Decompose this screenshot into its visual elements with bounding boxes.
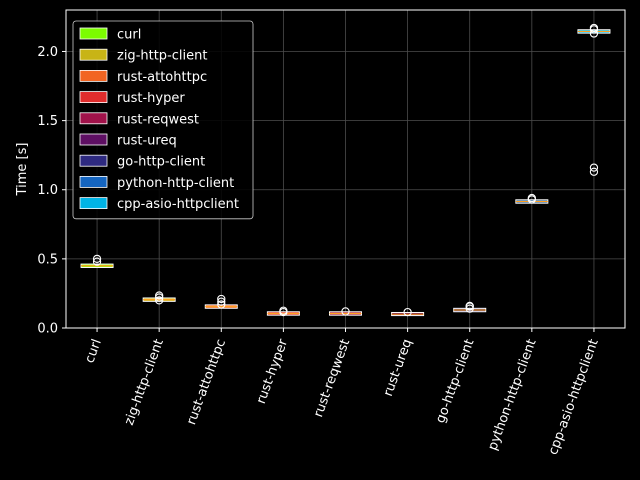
legend-label: cpp-asio-httpclient [117, 197, 239, 212]
outlier-point [155, 296, 164, 305]
legend-swatch [79, 175, 108, 188]
box-zig-http-client [142, 291, 176, 305]
box-python-http-client [515, 193, 549, 204]
outlier-point [155, 293, 164, 302]
legend-swatch [79, 154, 108, 167]
outlier-point [589, 23, 599, 33]
legend-label: python-http-client [117, 176, 234, 191]
y-tick-label: 0.0 [37, 322, 58, 337]
outlier-point [92, 254, 102, 264]
box-go-http-client [453, 301, 487, 313]
box-rust-reqwest [329, 307, 362, 316]
y-tick-label: 1.5 [37, 114, 58, 129]
outlier-point [589, 167, 599, 176]
legend-swatch [79, 70, 108, 82]
box-rust-attohttpc [204, 294, 238, 309]
legend-frame [72, 20, 254, 220]
legend-label: go-http-client [117, 155, 205, 170]
y-axis-title: Time [s] [15, 143, 30, 197]
outlier-point [155, 291, 164, 300]
legend-label: zig-http-client [117, 49, 207, 64]
legend-swatch [79, 133, 108, 146]
outlier-point [465, 301, 474, 311]
legend-label: curl [117, 28, 141, 43]
outlier-point [279, 306, 288, 315]
box-rust-ureq [391, 307, 425, 317]
outlier-point [403, 307, 412, 317]
legend-swatch [79, 112, 108, 125]
legend-label: rust-attohttpc [117, 70, 207, 85]
outlier-point [341, 307, 350, 316]
outlier-point [217, 297, 226, 306]
y-axis-ticks: 0.0 0.5 1.0 1.5 2.0 [37, 45, 66, 337]
y-tick-label: 1.0 [37, 183, 58, 198]
outlier-point [589, 29, 599, 38]
outlier-point [527, 193, 536, 203]
legend-label: rust-hyper [117, 91, 185, 106]
y-tick-label: 2.0 [37, 45, 58, 60]
legend-swatch [79, 48, 108, 61]
box-curl [80, 254, 114, 268]
boxes [80, 23, 611, 317]
legend-swatch [79, 197, 108, 210]
outlier-point [92, 257, 102, 266]
legend-swatch [79, 27, 108, 40]
y-tick-label: 0.5 [37, 252, 58, 267]
box-rust-hyper [266, 306, 300, 317]
box-cpp-asio-httpclient [577, 23, 611, 176]
outlier-point [217, 294, 226, 304]
legend-label: rust-ureq [117, 134, 177, 149]
outlier-point [589, 163, 599, 172]
outlier-point [217, 300, 226, 309]
legend: curl zig-http-client rust-attohttpc rust-hy… [72, 20, 254, 220]
legend-label: rust-reqwest [117, 112, 199, 127]
legend-swatch [79, 91, 108, 103]
outlier-point [465, 304, 474, 313]
